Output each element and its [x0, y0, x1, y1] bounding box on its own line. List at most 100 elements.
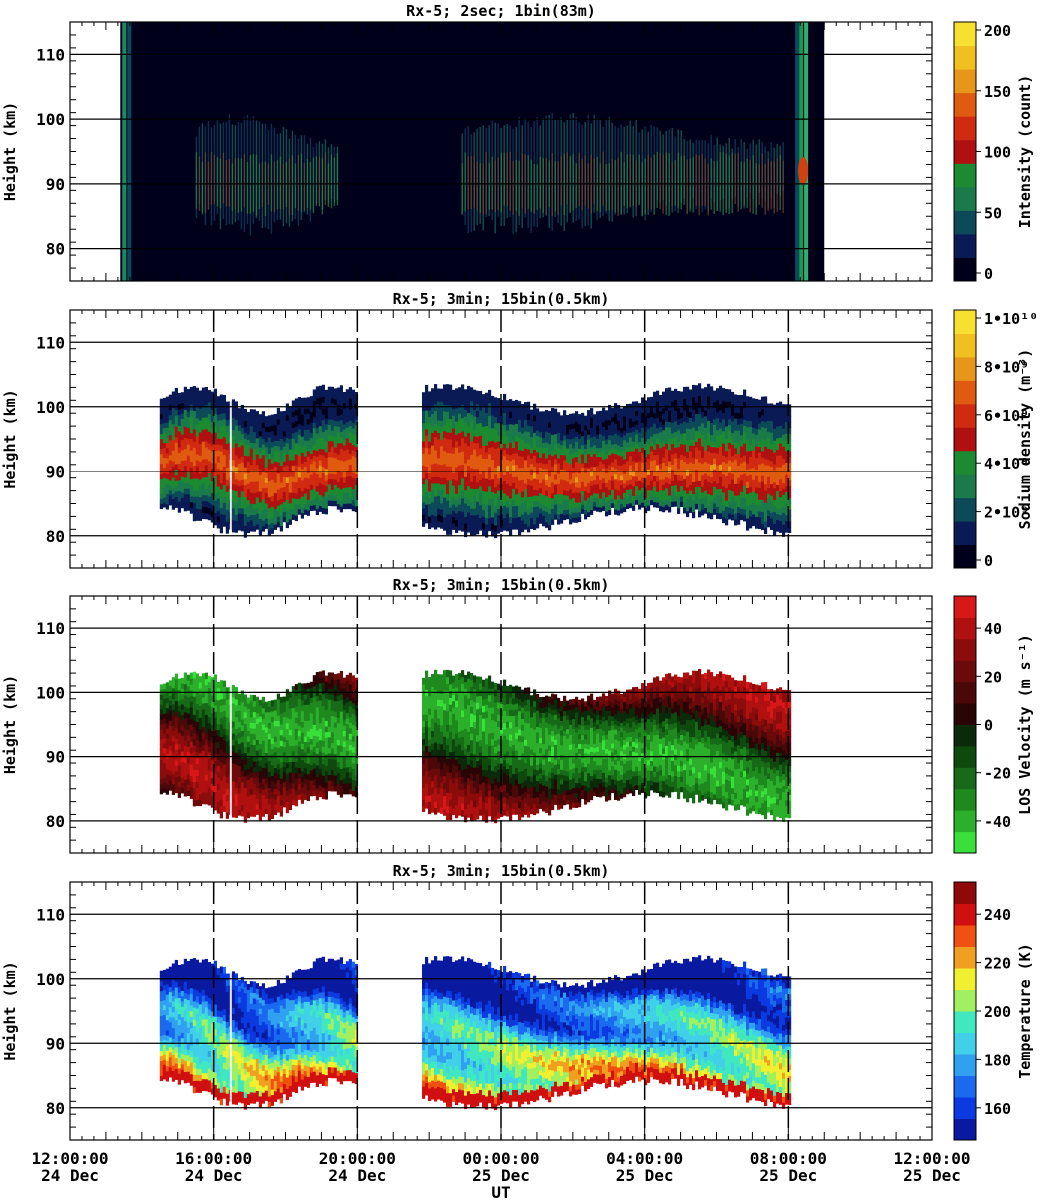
- data-cell: [592, 444, 597, 450]
- colorbar-swatch: [954, 116, 976, 141]
- data-cell: [252, 470, 256, 477]
- data-cell: [736, 512, 741, 519]
- data-cell: [694, 418, 699, 426]
- data-cell: [472, 481, 477, 490]
- data-cell: [279, 487, 283, 494]
- data-cell: [580, 463, 585, 469]
- data-cell: [478, 409, 483, 417]
- data-cell: [550, 460, 555, 467]
- data-cell: [595, 493, 600, 499]
- data-cell: [520, 433, 525, 440]
- data-cell: [207, 454, 211, 462]
- data-cell: [478, 523, 483, 531]
- panel-title: Rx-5; 2sec; 1bin(83m): [406, 2, 596, 20]
- data-cell: [463, 523, 468, 531]
- data-cell: [589, 441, 594, 448]
- data-cell: [760, 408, 765, 416]
- data-cell: [634, 443, 639, 449]
- data-cell: [691, 439, 696, 446]
- data-cell: [571, 492, 576, 498]
- data-cell: [297, 444, 301, 451]
- data-cell: [204, 398, 208, 406]
- data-cell: [162, 452, 166, 458]
- data-cell: [445, 418, 450, 426]
- data-cell: [288, 518, 292, 525]
- data-cell: [514, 446, 519, 454]
- data-cell: [201, 464, 205, 472]
- data-cell: [246, 527, 250, 534]
- data-cell: [616, 479, 621, 486]
- data-cell: [183, 499, 187, 506]
- data-cell: [484, 491, 489, 499]
- data-cell: [517, 443, 522, 451]
- data-cell: [685, 510, 690, 518]
- data-cell: [661, 478, 666, 485]
- data-cell: [643, 471, 648, 478]
- data-cell: [189, 415, 193, 422]
- data-cell: [652, 444, 657, 450]
- data-cell: [601, 477, 606, 483]
- data-cell: [168, 479, 172, 486]
- data-cell: [649, 499, 654, 506]
- data-cell: [288, 449, 292, 456]
- data-cell: [529, 458, 534, 465]
- data-cell: [664, 504, 669, 511]
- data-cell: [556, 412, 561, 418]
- data-cell: [198, 508, 202, 515]
- data-cell: [568, 468, 573, 475]
- data-cell: [742, 479, 747, 486]
- data-cell: [174, 447, 178, 454]
- data-cell: [778, 431, 783, 438]
- data-cell: [505, 418, 510, 425]
- data-cell: [162, 457, 166, 463]
- data-cell: [291, 476, 295, 483]
- data-cell: [577, 511, 582, 518]
- y-tick-label: 110: [36, 45, 65, 64]
- data-cell: [514, 405, 519, 413]
- data-cell: [216, 450, 220, 457]
- data-cell: [318, 437, 322, 444]
- data-cell: [342, 492, 346, 499]
- data-cell: [661, 402, 666, 409]
- data-cell: [430, 413, 435, 421]
- data-cell: [523, 488, 528, 496]
- data-cell: [502, 462, 507, 469]
- data-cell: [330, 462, 334, 469]
- data-cell: [439, 414, 444, 421]
- data-cell: [493, 473, 498, 481]
- data-cell: [733, 483, 738, 490]
- data-cell: [231, 417, 235, 424]
- data-cell: [634, 494, 639, 501]
- data-cell: [622, 492, 627, 498]
- data-cell: [544, 490, 549, 496]
- data-cell: [204, 482, 208, 490]
- data-cell: [706, 487, 711, 495]
- data-cell: [162, 437, 166, 444]
- data-cell: [198, 414, 202, 421]
- data-cell: [637, 456, 642, 462]
- intensity-core: [647, 154, 649, 209]
- data-cell: [198, 420, 202, 427]
- data-cell: [421, 422, 426, 430]
- data-cell: [643, 492, 648, 498]
- data-cell: [252, 437, 256, 444]
- data-cell: [264, 451, 268, 458]
- data-cell: [601, 445, 606, 451]
- data-cell: [457, 426, 462, 434]
- colorbar-swatch: [954, 310, 976, 334]
- data-cell: [460, 477, 465, 485]
- data-cell: [309, 411, 313, 418]
- data-cell: [345, 421, 349, 428]
- data-cell: [493, 410, 498, 417]
- data-cell: [559, 493, 564, 500]
- data-cell: [264, 462, 268, 468]
- data-cell: [162, 693, 166, 699]
- data-cell: [421, 428, 426, 436]
- data-cell: [763, 483, 768, 491]
- data-cell: [442, 404, 447, 412]
- data-cell: [234, 514, 238, 521]
- data-cell: [213, 506, 217, 513]
- data-cell: [508, 399, 513, 406]
- data-cell: [514, 411, 519, 419]
- data-cell: [511, 406, 516, 413]
